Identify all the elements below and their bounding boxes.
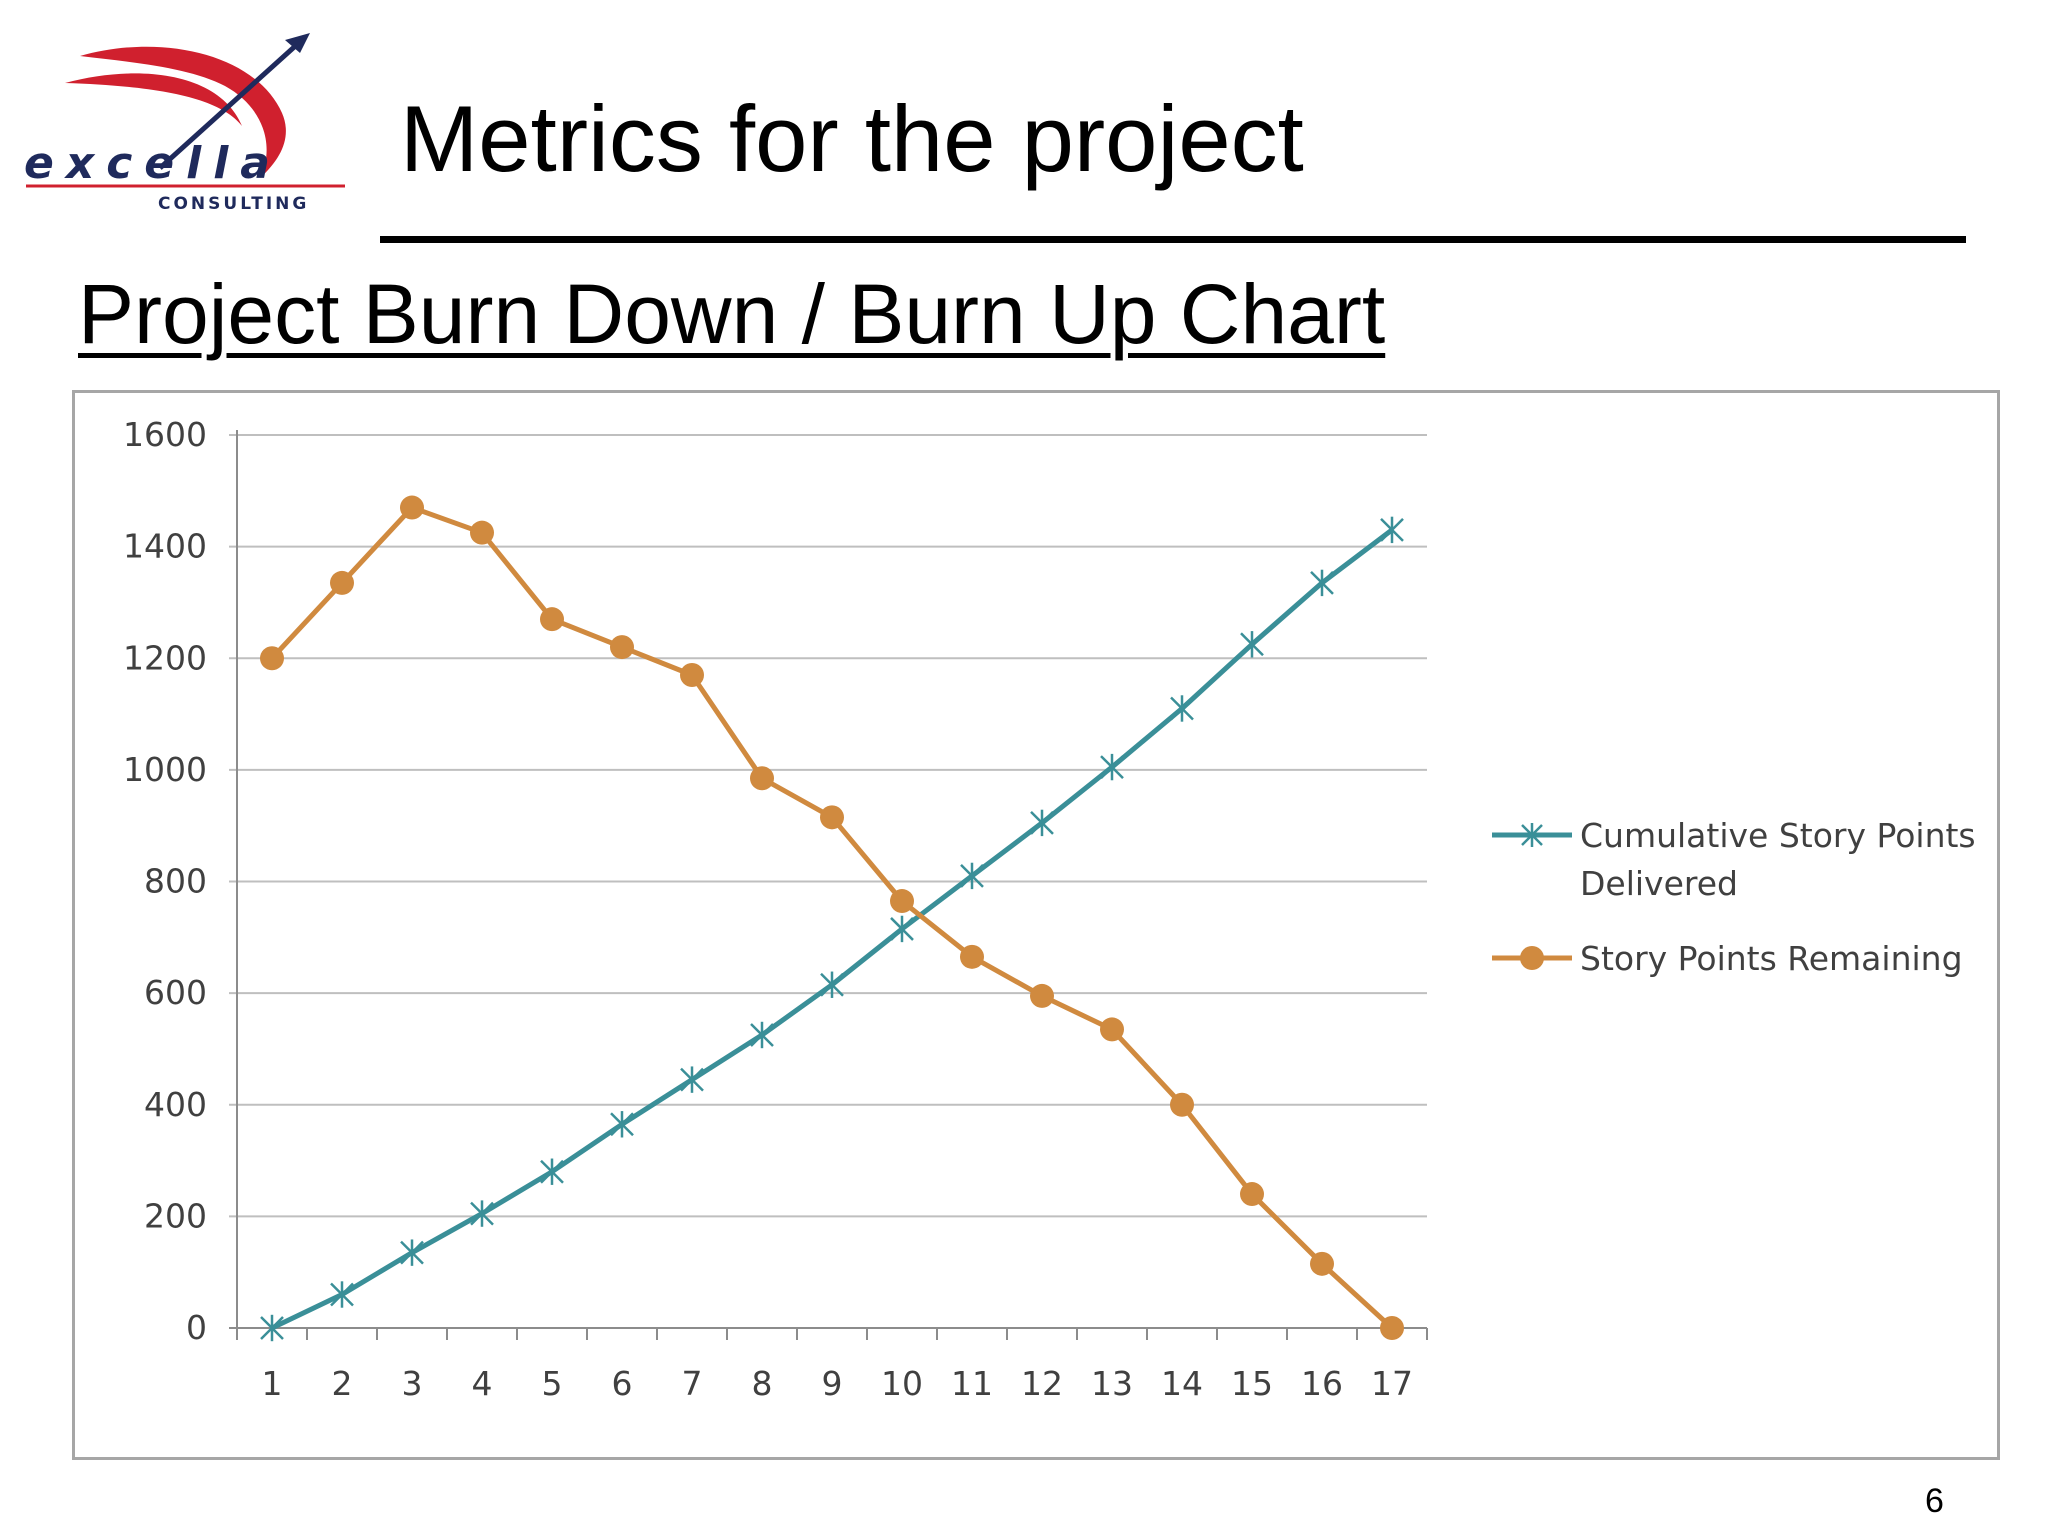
y-tick-label: 1000 bbox=[123, 750, 207, 789]
x-tick-label: 1 bbox=[262, 1364, 283, 1403]
x-tick-label: 17 bbox=[1371, 1364, 1413, 1403]
legend-marker bbox=[1520, 946, 1544, 970]
y-tick-label: 600 bbox=[144, 973, 207, 1012]
logo-brand-text: excella bbox=[24, 138, 282, 189]
legend-label: Cumulative Story Points bbox=[1580, 816, 1976, 855]
logo-swoosh-icon bbox=[65, 73, 242, 126]
legend-label: Delivered bbox=[1580, 864, 1738, 903]
x-tick-label: 7 bbox=[682, 1364, 703, 1403]
data-point-delivered bbox=[610, 1111, 634, 1138]
x-tick-label: 5 bbox=[542, 1364, 563, 1403]
data-point-remaining bbox=[400, 495, 424, 520]
data-point-delivered bbox=[750, 1021, 774, 1049]
data-point-remaining bbox=[1240, 1182, 1264, 1207]
data-point-delivered bbox=[1030, 809, 1054, 837]
y-tick-label: 1600 bbox=[123, 415, 207, 454]
y-tick-label: 1400 bbox=[123, 527, 207, 566]
data-point-delivered bbox=[820, 971, 844, 998]
x-tick-label: 4 bbox=[472, 1364, 493, 1403]
chart-frame bbox=[72, 390, 2000, 1460]
data-point-delivered bbox=[260, 1314, 284, 1342]
x-tick-label: 14 bbox=[1161, 1364, 1203, 1403]
legend-marker bbox=[1521, 823, 1543, 847]
x-tick-label: 15 bbox=[1231, 1364, 1273, 1403]
data-point-delivered bbox=[960, 862, 984, 890]
title-divider bbox=[380, 236, 1966, 243]
y-tick-label: 200 bbox=[144, 1196, 207, 1235]
data-point-delivered bbox=[890, 915, 914, 943]
series-line-remaining bbox=[270, 505, 1394, 1330]
data-point-remaining bbox=[330, 570, 354, 595]
x-tick-label: 13 bbox=[1091, 1364, 1133, 1403]
series-line-delivered bbox=[270, 527, 1394, 1331]
x-tick-label: 6 bbox=[612, 1364, 633, 1403]
section-heading: Project Burn Down / Burn Up Chart bbox=[78, 267, 1386, 361]
data-point-remaining bbox=[1380, 1316, 1404, 1340]
data-point-remaining bbox=[1100, 1017, 1124, 1042]
data-point-remaining bbox=[820, 805, 844, 830]
data-point-remaining bbox=[1170, 1092, 1194, 1117]
logo-arrowhead-icon bbox=[285, 33, 310, 53]
slide-title: Metrics for the project bbox=[400, 86, 1304, 191]
data-point-remaining bbox=[610, 635, 634, 660]
x-tick-label: 12 bbox=[1021, 1364, 1063, 1403]
x-tick-label: 2 bbox=[332, 1364, 353, 1403]
x-tick-label: 11 bbox=[951, 1364, 993, 1403]
data-point-remaining bbox=[680, 662, 704, 687]
y-tick-label: 0 bbox=[186, 1308, 207, 1347]
data-point-delivered bbox=[1240, 631, 1264, 658]
data-point-remaining bbox=[960, 944, 984, 969]
data-point-remaining bbox=[260, 646, 284, 671]
legend-label: Story Points Remaining bbox=[1580, 939, 1963, 978]
x-tick-label: 10 bbox=[881, 1364, 923, 1403]
data-point-delivered bbox=[1310, 569, 1334, 597]
data-point-delivered bbox=[1380, 516, 1404, 544]
data-point-remaining bbox=[540, 607, 564, 632]
logo-swoosh-icon bbox=[80, 46, 286, 178]
y-tick-label: 1200 bbox=[123, 638, 207, 677]
data-point-delivered bbox=[470, 1200, 494, 1227]
data-point-remaining bbox=[1030, 983, 1054, 1008]
x-tick-label: 3 bbox=[402, 1364, 423, 1403]
logo-tagline-text: CONSULTING bbox=[158, 194, 309, 214]
x-tick-label: 16 bbox=[1301, 1364, 1343, 1403]
data-point-remaining bbox=[1310, 1251, 1334, 1276]
logo-arrow-icon bbox=[158, 38, 304, 170]
x-tick-label: 9 bbox=[822, 1364, 843, 1403]
data-point-delivered bbox=[400, 1239, 424, 1266]
data-point-remaining bbox=[890, 889, 914, 914]
page-number: 6 bbox=[1925, 1482, 1944, 1520]
data-point-delivered bbox=[1170, 695, 1194, 722]
excella-logo: excella CONSULTING bbox=[24, 33, 345, 214]
data-point-delivered bbox=[680, 1066, 704, 1093]
x-tick-label: 8 bbox=[752, 1364, 773, 1403]
data-point-remaining bbox=[750, 766, 774, 791]
y-tick-label: 800 bbox=[144, 862, 207, 901]
y-tick-label: 400 bbox=[144, 1085, 207, 1124]
data-point-delivered bbox=[330, 1281, 354, 1308]
data-point-remaining bbox=[470, 520, 494, 545]
data-point-delivered bbox=[540, 1158, 564, 1185]
data-point-delivered bbox=[1100, 753, 1124, 781]
